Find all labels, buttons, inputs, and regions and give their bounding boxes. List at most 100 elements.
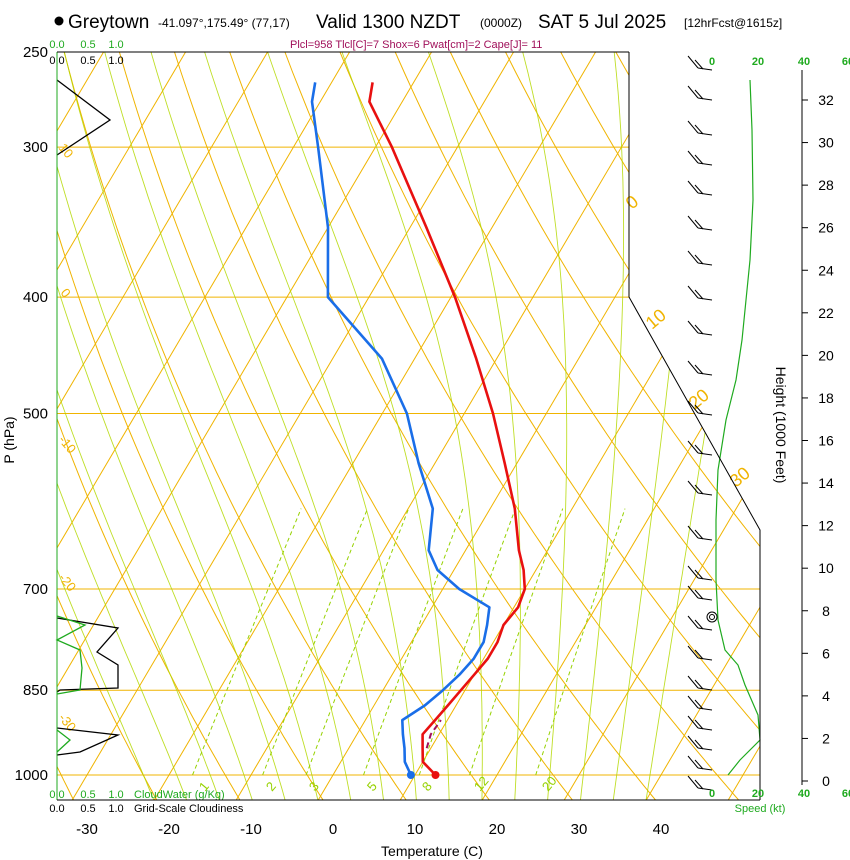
isotherm-line: [563, 52, 760, 800]
isotherm-line: [317, 52, 760, 800]
wind-barb-staff: [697, 577, 713, 581]
cloudwater-scale-top: 0.0: [49, 39, 64, 51]
dry-adiabat: [57, 52, 158, 800]
mixing-ratio-label: 20: [539, 773, 560, 794]
temperature-tick-label: 20: [489, 821, 506, 838]
pressure-tick-label: 250: [23, 44, 48, 61]
cloudwater-trace-mid: [55, 615, 87, 695]
height-tick-label: 8: [822, 603, 830, 619]
pressure-tick-label: 1000: [15, 767, 48, 784]
dry-adiabat: [221, 52, 657, 800]
dewpoint-curve: [310, 82, 491, 776]
wind-barb-flag: [687, 755, 699, 769]
wind-speed-tick-bottom: 20: [752, 788, 764, 800]
mixing-ratio-line: [305, 508, 410, 776]
wind-barb-flag: [694, 89, 704, 100]
wind-barb: [687, 85, 713, 101]
wind-speed-tick-top: 60: [842, 56, 850, 68]
dry-adiabat: [276, 52, 740, 800]
wind-barb-flag: [687, 150, 699, 164]
y-axis-title: P (hPa): [1, 416, 17, 463]
wind-barb-flag: [687, 120, 699, 134]
wind-barb: [687, 645, 713, 661]
wind-barb-flag: [687, 695, 699, 709]
wind-barb: [687, 285, 713, 301]
pressure-tick-label: 850: [23, 682, 48, 699]
moist-adiabat: [57, 52, 188, 800]
wind-barb-flag: [694, 699, 704, 710]
surface-temperature-point: [431, 771, 440, 779]
wind-speed-tick-top: 20: [752, 56, 764, 68]
isotherm-line: [57, 52, 269, 800]
mixing-ratio-line: [418, 508, 516, 776]
wind-speed-tick-bottom: 60: [842, 788, 850, 800]
wind-barb-staff: [697, 767, 713, 771]
wind-barb-staff: [697, 627, 713, 631]
valid-zulu: (0000Z): [480, 16, 522, 30]
wind-speed-tick-bottom: 0: [709, 788, 715, 800]
wind-barb-staff: [697, 67, 713, 71]
mixing-ratio-line: [192, 508, 302, 776]
wind-barb-flag: [694, 404, 704, 415]
stability-indices: Plcl=958 Tlcl[C]=7 Shox=6 Pwat[cm]=2 Cap…: [290, 39, 542, 51]
wind-barb-flag: [687, 715, 699, 729]
temperature-tick-label: 0: [329, 821, 337, 838]
wind-barb-staff: [697, 492, 713, 496]
wind-speed-tick-bottom: 40: [798, 788, 810, 800]
wind-barb-flag: [687, 400, 699, 414]
moist-adiabat: [341, 52, 483, 800]
wind-barb-flag: [687, 675, 699, 689]
wind-barb: [687, 735, 713, 751]
temperature-tick-label: -10: [240, 821, 262, 838]
surface-dewpoint-point: [406, 771, 415, 779]
calm-wind-icon: [706, 611, 718, 623]
wind-barb: [687, 180, 713, 196]
forecast-label: [12hrFcst@1615z]: [684, 16, 782, 30]
wind-barb: [687, 55, 713, 71]
parcel-path: [425, 719, 442, 749]
cloudwater-scale-bottom: 1.0: [108, 789, 123, 801]
wind-speed-tick-top: 0: [709, 56, 715, 68]
wind-barb-staff: [697, 297, 713, 301]
isotherm-line: [645, 52, 760, 800]
height-tick-label: 0: [822, 773, 830, 789]
temperature-tick-label: 10: [407, 821, 424, 838]
wind-barb-flag: [694, 324, 704, 335]
dry-adiabat: [167, 52, 574, 800]
height-tick-label: 24: [818, 262, 834, 278]
cloudwater-scale-bottom: 0.5: [80, 789, 95, 801]
wind-barb-flag: [694, 649, 704, 660]
wind-barb-flag: [687, 250, 699, 264]
mixing-ratio-line: [363, 508, 464, 776]
height-tick-label: 28: [818, 177, 834, 193]
wind-barb-flag: [694, 529, 704, 540]
wind-barb: [687, 400, 713, 416]
pressure-tick-label: 700: [23, 581, 48, 598]
isotherm-label: 0: [622, 191, 643, 213]
moist-adiabat: [522, 52, 568, 800]
height-tick-label: 12: [818, 518, 834, 534]
moist-adiabat: [63, 52, 319, 800]
wind-barb-flag: [687, 525, 699, 539]
cloudiness-trace-mid: [56, 617, 120, 693]
isotherm-line: [57, 52, 351, 800]
wind-barb-flag: [687, 480, 699, 494]
wind-barb-flag: [694, 719, 704, 730]
wind-barb-staff: [697, 747, 713, 751]
valid-date: SAT 5 Jul 2025: [538, 12, 666, 33]
wind-speed-tick-top: 40: [798, 56, 810, 68]
wind-barb: [687, 695, 713, 711]
wind-barb-staff: [697, 162, 713, 166]
cloudiness-scale-bottom: 0.0: [49, 803, 64, 815]
cloudiness-trace-upper: [56, 79, 112, 156]
moist-adiabat: [104, 52, 352, 800]
wind-barb-flag: [694, 124, 704, 135]
wind-barb: [687, 615, 713, 631]
temperature-tick-label: 40: [653, 821, 670, 838]
wind-barb-flag: [694, 589, 704, 600]
wind-barb-staff: [697, 537, 713, 541]
moist-adiabat: [204, 52, 417, 800]
calm-wind-inner-icon: [709, 614, 715, 620]
wind-barb-staff: [697, 132, 713, 136]
